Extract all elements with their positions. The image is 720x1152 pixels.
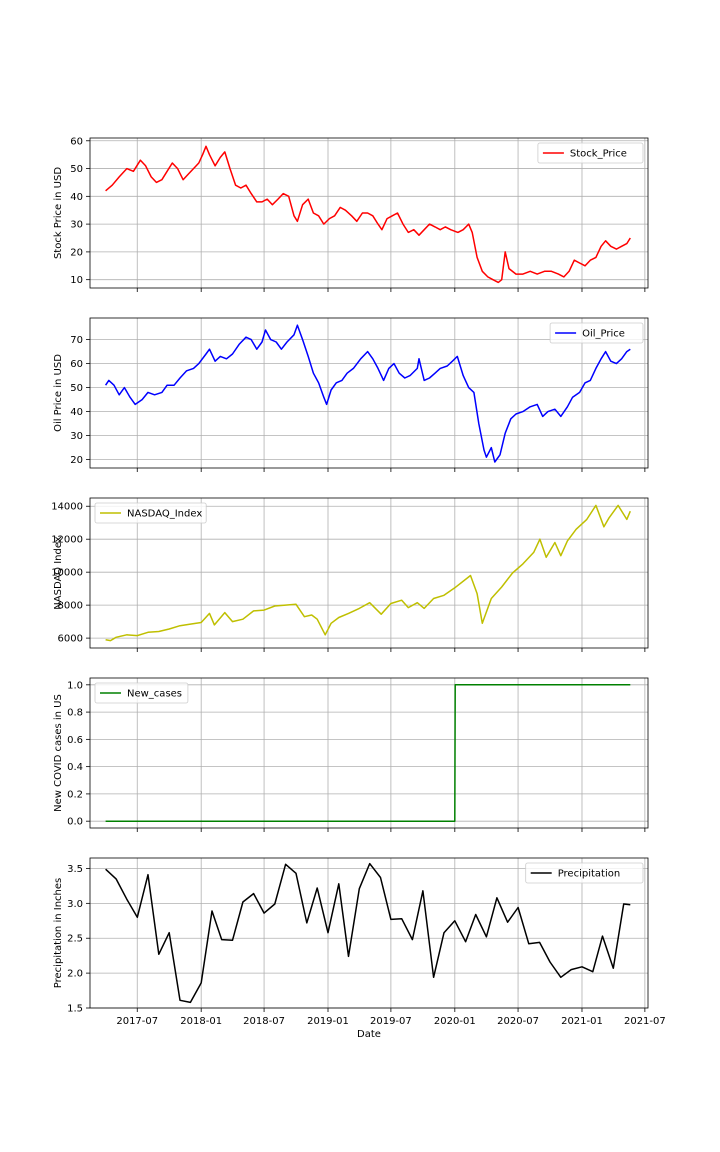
subplot-5: 2017-07 2018-01 2018-07 2019-01 2019-07 2020-… [53,857,666,1040]
y-tick-label: 1.0 [67,680,83,691]
subplot-2: 20 30 40 50 60 70 Oil Price in USD Oil_Price [53,317,649,472]
y-tick-label: 0.8 [67,708,83,719]
axes-frame [89,317,649,469]
y-tick-label: 2.5 [67,934,83,945]
y-tick-label: 70 [70,335,83,346]
legend: NASDAQ_Index [94,502,207,524]
legend: Stock_Price [537,142,644,164]
legend-label: NASDAQ_Index [127,509,202,520]
legend: New_cases [94,682,189,704]
legend-label: Oil_Price [582,329,625,340]
y-tick-label: 0.4 [67,762,83,773]
y-tick-label: 14000 [51,502,83,513]
y-tick-label: 0.0 [67,817,83,828]
x-axis-label: Date [357,1029,381,1040]
axes-frame [89,677,649,829]
legend-box [94,502,207,524]
y-axis-label: New COVID cases in US [53,694,64,812]
y-tick-label: 50 [70,383,83,394]
y-tick-label: 10 [70,275,83,286]
x-tick-label: 2021-07 [624,1016,666,1027]
legend-box [525,862,644,884]
y-tick-label: 20 [70,455,83,466]
subplot-1: 10 20 30 40 50 60 Stock Price in USD Stock_Pric… [53,136,649,292]
y-tick-label: 60 [70,359,83,370]
x-tick-label: 2019-07 [370,1016,412,1027]
y-axis-label: Precipitation in Inches [53,878,64,988]
legend-label: Stock_Price [570,149,627,160]
y-tick-label: 40 [70,407,83,418]
x-tick-label: 2019-01 [307,1016,349,1027]
x-tick-label: 2017-07 [116,1016,158,1027]
y-tick-label: 50 [70,164,83,175]
series-line-nasdaq-index [105,504,631,642]
x-tick-label: 2018-01 [180,1016,222,1027]
axes-frame [89,857,649,1009]
y-axis-label: NASDAQ Index [53,536,64,610]
y-tick-label: 40 [70,192,83,203]
y-tick-label: 30 [70,220,83,231]
x-tick-label: 2020-01 [434,1016,476,1027]
y-tick-label: 10000 [51,568,83,579]
y-axis-label: Oil Price in USD [53,354,64,432]
y-tick-label: 0.2 [67,789,83,800]
x-tick-label: 2021-01 [561,1016,603,1027]
series-line-precipitation [105,862,631,1004]
y-tick-label: 0.6 [67,735,83,746]
x-tick-label: 2018-07 [243,1016,285,1027]
y-tick-label: 20 [70,247,83,258]
y-tick-label: 30 [70,431,83,442]
legend: Oil_Price [549,322,644,344]
y-tick-label: 12000 [51,535,83,546]
y-tick-label: 6000 [58,634,83,645]
y-tick-label: 3.0 [67,899,83,910]
legend-box [549,322,644,344]
y-tick-label: 60 [70,136,83,147]
y-tick-label: 2.0 [67,969,83,980]
y-tick-label: 1.5 [67,1004,83,1015]
legend-box [537,142,644,164]
y-tick-label: 3.5 [67,864,83,875]
series-line-stock-price [105,145,631,284]
legend: Precipitation [525,862,644,884]
axes-frame [89,137,649,289]
legend-label: New_cases [127,689,182,700]
legend-label: Precipitation [558,869,621,880]
series-line-oil-price [104,324,631,463]
legend-box [94,682,189,704]
axes-frame [89,497,649,649]
subplot-3: 6000 8000 10000 12000 14000 NASDAQ Index NASDA… [51,497,649,652]
y-tick-label: 8000 [58,601,83,612]
x-tick-label: 2020-07 [497,1016,539,1027]
y-axis-label: Stock Price in USD [53,167,64,259]
series-line-new-cases [105,684,631,822]
